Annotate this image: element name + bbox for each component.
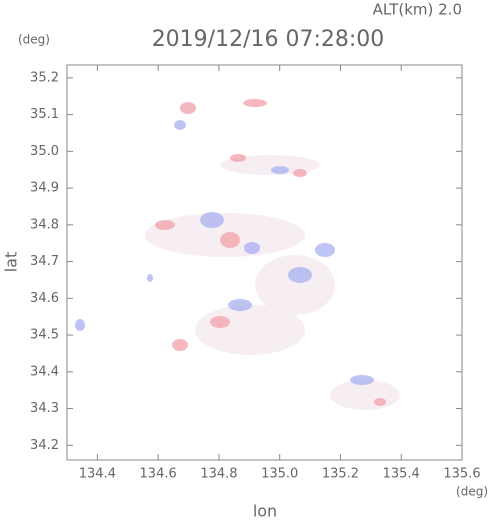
x-tick-label: 135.2	[322, 467, 359, 482]
echo-region	[174, 120, 186, 130]
echo-region	[172, 339, 188, 351]
echo-region	[230, 154, 246, 162]
echo-region	[271, 166, 289, 174]
echo-region	[210, 316, 230, 328]
echo-region	[315, 243, 335, 257]
y-tick-label: 34.6	[30, 291, 59, 306]
echo-region	[288, 267, 312, 283]
echo-region	[155, 220, 175, 230]
y-unit: (deg)	[18, 33, 50, 47]
y-axis-label: lat	[2, 252, 21, 273]
echo-region	[195, 305, 305, 355]
echo-region	[200, 212, 224, 228]
y-tick-label: 34.4	[30, 364, 59, 379]
y-tick-label: 35.2	[30, 70, 59, 85]
x-tick-label: 135.4	[383, 467, 420, 482]
echo-region	[180, 102, 196, 114]
plot-frame	[66, 64, 463, 461]
x-tick-label: 135.0	[261, 467, 298, 482]
echo-region	[228, 299, 252, 311]
y-tick-label: 35.1	[30, 107, 59, 122]
echo-region	[255, 255, 335, 315]
echo-region	[293, 169, 307, 177]
echo-region	[75, 319, 85, 331]
altitude-label: ALT(km) 2.0	[373, 1, 462, 19]
echo-region	[374, 398, 386, 406]
echo-region	[350, 375, 374, 385]
y-tick-label: 34.8	[30, 217, 59, 232]
x-unit: (deg)	[456, 485, 488, 499]
x-tick-label: 135.6	[443, 467, 480, 482]
y-tick-label: 34.5	[30, 328, 59, 343]
echo-regions	[75, 99, 400, 410]
chart-title: 2019/12/16 07:28:00	[152, 27, 385, 52]
echo-region	[220, 232, 240, 248]
x-axis-label: lon	[253, 502, 277, 521]
x-tick-label: 134.6	[140, 467, 177, 482]
echo-region	[243, 99, 267, 107]
x-tick-label: 134.8	[200, 467, 237, 482]
x-tick-label: 134.4	[79, 467, 116, 482]
y-tick-label: 34.3	[30, 401, 59, 416]
echo-region	[147, 274, 153, 282]
y-tick-label: 34.9	[30, 181, 59, 196]
y-tick-label: 34.2	[30, 438, 59, 453]
echo-region	[244, 242, 260, 254]
y-tick-label: 35.0	[30, 144, 59, 159]
echo-region	[220, 155, 320, 175]
y-tick-label: 34.7	[30, 254, 59, 269]
